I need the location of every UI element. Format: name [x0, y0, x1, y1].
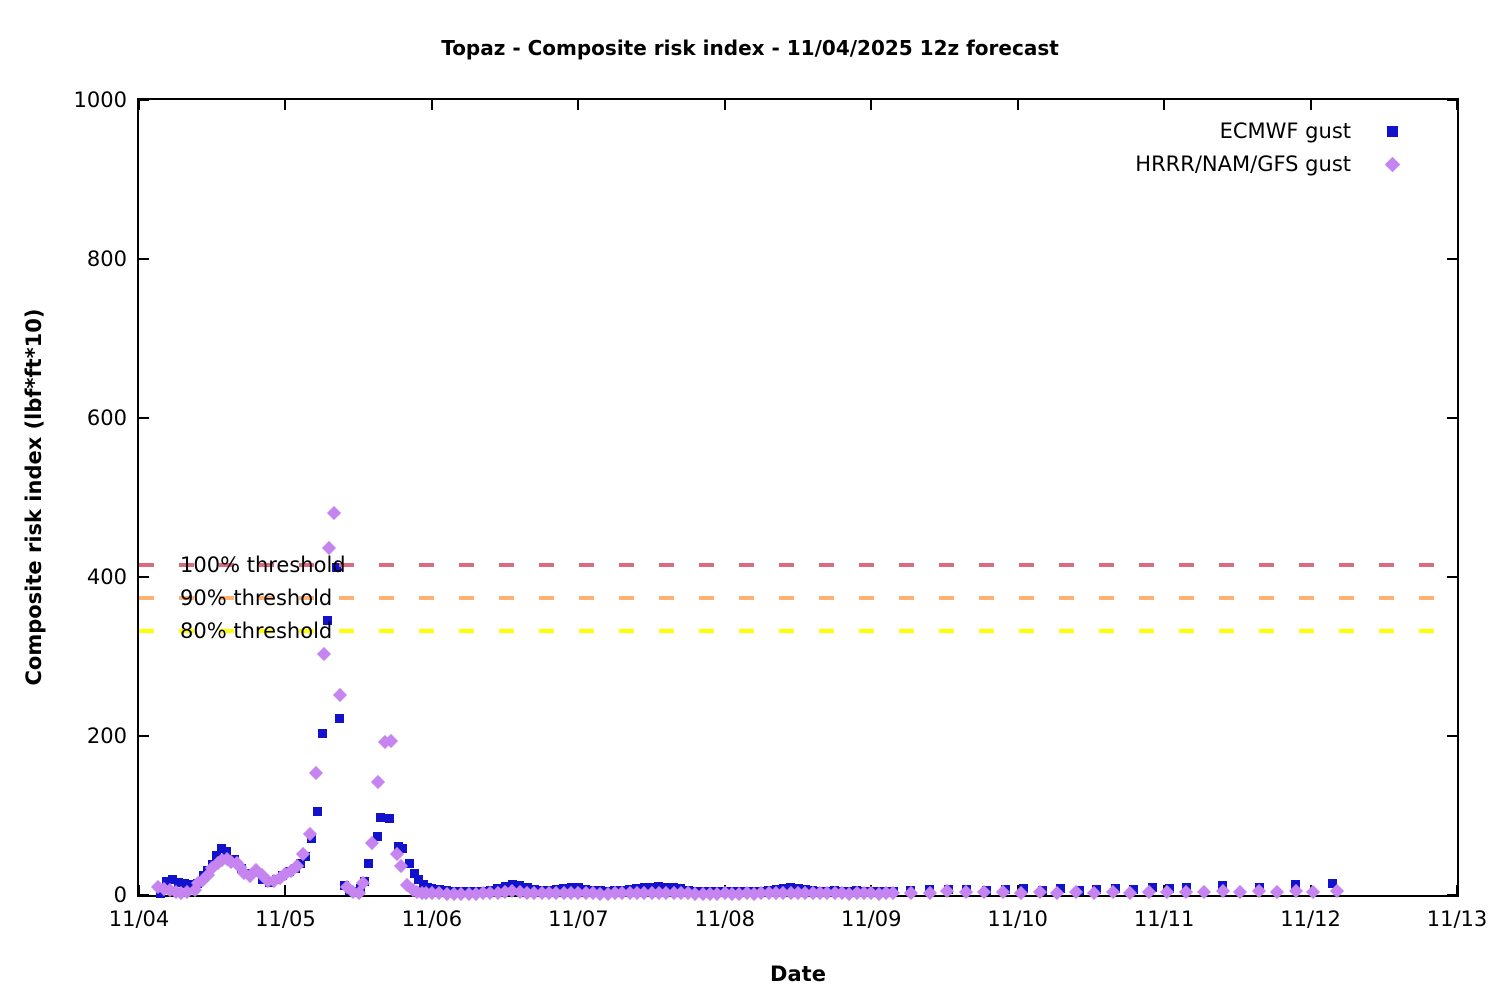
x-tick-bottom: [138, 885, 140, 895]
y-tick-right: [1447, 894, 1457, 896]
y-tick-right: [1447, 417, 1457, 419]
threshold-line: [139, 563, 1457, 568]
x-tick-label: 11/06: [401, 907, 463, 931]
y-tick-right: [1447, 258, 1457, 260]
data-point-square: [364, 858, 374, 868]
data-point-square: [414, 875, 424, 885]
data-point-square: [332, 562, 342, 572]
y-tick-left: [139, 258, 149, 260]
data-point-diamond: [1233, 884, 1248, 899]
y-tick-label: 600: [86, 406, 127, 430]
y-tick-right: [1447, 735, 1457, 737]
x-tick-top: [1163, 100, 1166, 110]
threshold-line: [139, 596, 1457, 601]
y-tick-left: [139, 735, 149, 737]
x-tick-label: 11/08: [694, 907, 756, 931]
y-tick-label: 400: [86, 565, 127, 589]
data-point-square: [185, 880, 195, 890]
data-point-diamond: [1196, 884, 1211, 899]
data-point-diamond: [309, 766, 324, 781]
x-tick-label: 11/07: [548, 907, 609, 931]
data-point-diamond: [326, 505, 341, 520]
data-point-diamond: [1306, 884, 1321, 899]
data-point-square: [335, 714, 345, 723]
x-tick-label: 11/11: [1133, 907, 1195, 931]
threshold-line: [139, 629, 1457, 634]
x-tick-top: [1456, 100, 1458, 110]
data-point-square: [405, 858, 415, 868]
x-tick-top: [430, 100, 433, 110]
y-tick-right: [1447, 576, 1457, 578]
y-tick-left: [139, 894, 149, 896]
data-point-square: [409, 869, 419, 879]
data-point-diamond: [1269, 884, 1284, 899]
y-tick-label: 0: [113, 883, 127, 907]
threshold-label: 90% threshold: [180, 586, 333, 611]
data-point-square: [179, 879, 189, 889]
data-point-square: [313, 807, 323, 817]
x-tick-top: [284, 100, 287, 110]
x-tick-top: [1016, 100, 1019, 110]
y-tick-left: [139, 576, 149, 578]
data-point-square: [162, 876, 172, 886]
y-tick-right: [1447, 99, 1457, 101]
data-point-square: [212, 850, 222, 860]
x-tick-top: [577, 100, 580, 110]
data-point-diamond: [316, 647, 331, 662]
legend-marker-square: [1387, 125, 1398, 137]
x-tick-bottom: [284, 885, 287, 895]
y-axis-title: Composite risk index (lbf*ft*10): [22, 308, 46, 686]
x-axis-title: Date: [770, 962, 826, 986]
data-point-square: [216, 843, 226, 853]
x-tick-label: 11/10: [987, 907, 1048, 931]
data-point-square: [1328, 879, 1338, 889]
data-point-square: [398, 843, 408, 853]
data-point-square: [384, 814, 394, 824]
data-point-diamond: [332, 688, 347, 703]
data-point-square: [323, 616, 333, 626]
x-tick-top: [870, 100, 873, 110]
plot-area: 100% threshold 90% threshold 80% threshold…: [137, 98, 1459, 902]
data-point-square: [222, 846, 232, 856]
x-tick-label: 11/05: [255, 907, 316, 931]
y-tick-label: 200: [86, 724, 127, 748]
y-tick-label: 1000: [73, 88, 127, 112]
data-point-square: [168, 875, 178, 885]
x-tick-label: 11/12: [1280, 907, 1341, 931]
chart-title: Topaz - Composite risk index - 11/04/202…: [441, 36, 1059, 60]
x-tick-label: 11/04: [108, 907, 170, 931]
x-tick-label: 11/09: [840, 907, 902, 931]
y-tick-left: [139, 417, 149, 419]
data-point-square: [174, 877, 184, 887]
x-tick-top: [138, 100, 140, 110]
x-tick-label: 11/13: [1426, 907, 1488, 931]
threshold-label: 100% threshold: [180, 553, 346, 578]
x-tick-top: [1309, 100, 1312, 110]
data-point-diamond: [370, 775, 385, 790]
plot-inner: 100% threshold 90% threshold 80% threshold…: [138, 99, 1458, 902]
legend-label-ecmwf: ECMWF gust: [1219, 119, 1351, 143]
legend-row: ECMWF gust: [1220, 118, 1398, 144]
y-tick-left: [139, 99, 149, 101]
threshold-label: 80% threshold: [180, 619, 333, 644]
legend-marker-diamond: [1384, 156, 1401, 172]
x-tick-bottom: [1456, 885, 1458, 895]
y-tick-label: 800: [86, 247, 127, 271]
x-tick-top: [723, 100, 726, 110]
data-point-square: [317, 729, 327, 739]
legend-label-hrrr-nam-gfs: HRRR/NAM/GFS gust: [1135, 152, 1351, 176]
data-point-square: [376, 812, 386, 822]
data-point-square: [373, 832, 383, 842]
legend-row: HRRR/NAM/GFS gust: [1135, 151, 1401, 177]
